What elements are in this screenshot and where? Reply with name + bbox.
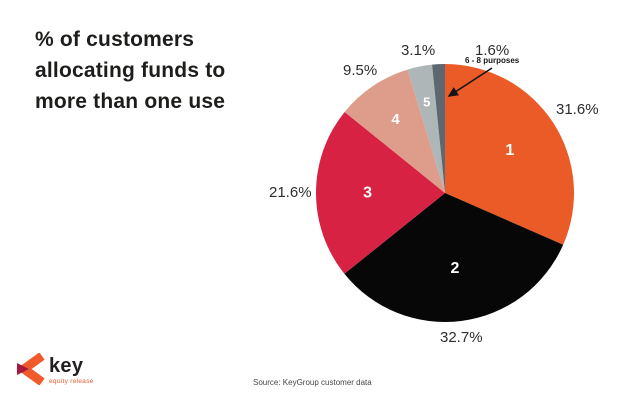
key-logo: key equity release	[16, 353, 94, 385]
key-logo-icon	[16, 353, 45, 385]
key-logo-wordmark: key	[49, 355, 84, 377]
pie-slice-number-3: 3	[363, 184, 372, 201]
pie-slice-5	[407, 64, 445, 193]
chart-title-line-2: allocating funds to	[35, 59, 226, 82]
pie-slice-1	[445, 64, 574, 245]
callout-text-6-8-purposes: 6 - 8 purposes	[465, 56, 520, 65]
pie-slice-number-5: 5	[423, 94, 430, 109]
slice-pct-label-6-8: 1.6%	[475, 42, 510, 59]
pie-slices: 1 2 3 4 5	[316, 64, 574, 322]
key-logo-text: key equity release	[49, 353, 94, 386]
key-logo-tagline: equity release	[49, 378, 94, 385]
slice-pct-label-1: 31.6%	[556, 101, 599, 118]
chart-title-line-1: % of customers	[35, 28, 195, 51]
slice-pct-label-4: 9.5%	[343, 62, 378, 79]
callout-arrow	[447, 67, 493, 97]
pie-slice-number-2: 2	[451, 260, 460, 277]
slice-pct-label-2: 32.7%	[440, 329, 483, 346]
key-logo-triangle	[17, 363, 29, 375]
chart-title: % of customers allocating funds to more …	[35, 24, 225, 117]
slice-pct-label-5: 3.1%	[401, 42, 436, 59]
pie-slice-4	[344, 69, 445, 193]
pie-slice-number-1: 1	[505, 142, 514, 159]
pie-slice-6	[432, 64, 445, 193]
slice-pct-label-3: 21.6%	[269, 184, 312, 201]
source-note: Source: KeyGroup customer data	[253, 378, 372, 387]
pie-slice-2	[344, 193, 564, 322]
chart-title-line-3: more than one use	[35, 90, 226, 113]
pie-slice-3	[316, 111, 445, 274]
pie-slice-number-4: 4	[391, 111, 400, 128]
